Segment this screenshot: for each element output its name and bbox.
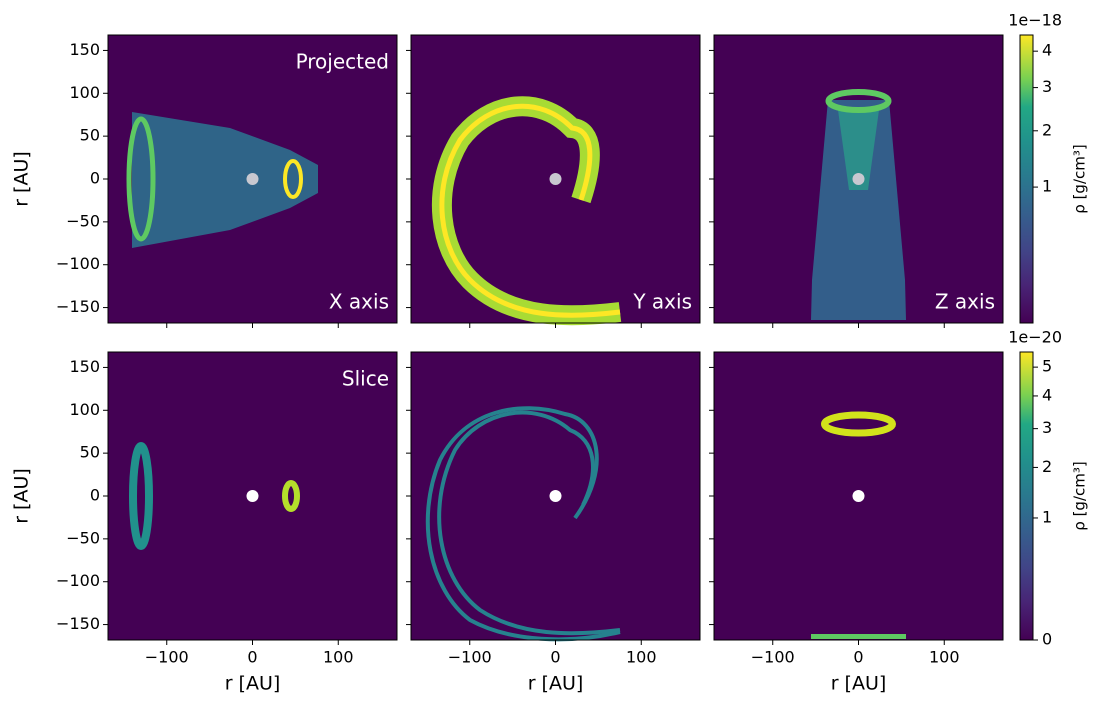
y-tick-label: 0 xyxy=(90,486,100,505)
density-art xyxy=(126,89,906,642)
y-tick-label: 50 xyxy=(80,443,100,462)
y-tick-label: −150 xyxy=(56,297,100,316)
x-tick-label: −100 xyxy=(448,648,492,667)
colorbar-tick-label: 4 xyxy=(1042,385,1052,404)
y-tick-label: 50 xyxy=(80,126,100,145)
panel-annotation: Y axis xyxy=(632,290,692,314)
y-tick-label: −100 xyxy=(56,254,100,273)
y-tick-label: 150 xyxy=(69,357,100,376)
colorbar-offset: 1e−18 xyxy=(1008,11,1062,30)
x-tick-label: 100 xyxy=(929,648,960,667)
x-axis-label: r [AU] xyxy=(225,673,281,695)
colorbar-tick-label: 2 xyxy=(1042,457,1052,476)
x-tick-label: 100 xyxy=(626,648,657,667)
colorbar-tick-label: 5 xyxy=(1042,357,1052,376)
x-tick-label: 0 xyxy=(247,648,257,667)
x-tick-label: 0 xyxy=(853,648,863,667)
colorbar xyxy=(1019,351,1034,641)
y-tick-label: 100 xyxy=(69,400,100,419)
colorbar-tick-label: 3 xyxy=(1042,77,1052,96)
colorbar-label: ρ [g/cm³] xyxy=(1071,144,1089,213)
panel-annotation: X axis xyxy=(329,290,389,314)
y-tick-label: 0 xyxy=(90,169,100,188)
y-tick-label: 150 xyxy=(69,40,100,59)
colorbar-label: ρ [g/cm³] xyxy=(1071,461,1089,530)
x-tick-label: −100 xyxy=(751,648,795,667)
y-axis-label: r [AU] xyxy=(11,151,33,207)
colorbar xyxy=(1019,34,1034,324)
colorbar-tick-label: 2 xyxy=(1042,120,1052,139)
x-tick-label: −100 xyxy=(145,648,189,667)
y-tick-label: −50 xyxy=(66,528,100,547)
colorbar-tick-label: 4 xyxy=(1042,41,1052,60)
y-axis-label: r [AU] xyxy=(11,468,33,524)
colorbar-tick-label: 1 xyxy=(1042,507,1052,526)
y-tick-label: −50 xyxy=(66,211,100,230)
panel-annotation: Slice xyxy=(342,367,389,391)
x-tick-label: 0 xyxy=(550,648,560,667)
x-tick-label: 100 xyxy=(323,648,354,667)
panel-annotation: Projected xyxy=(296,50,389,74)
y-tick-label: 100 xyxy=(69,83,100,102)
colorbar-tick-label: 1 xyxy=(1042,177,1052,196)
x-axis-label: r [AU] xyxy=(528,673,584,695)
y-tick-label: −100 xyxy=(56,571,100,590)
panel-annotation: Z axis xyxy=(935,290,995,314)
colorbar-tick-label: 0 xyxy=(1042,630,1052,649)
y-tick-label: −150 xyxy=(56,614,100,633)
x-axis-label: r [AU] xyxy=(831,673,887,695)
colorbar-tick-label: 3 xyxy=(1042,418,1052,437)
colorbar-offset: 1e−20 xyxy=(1008,328,1062,347)
